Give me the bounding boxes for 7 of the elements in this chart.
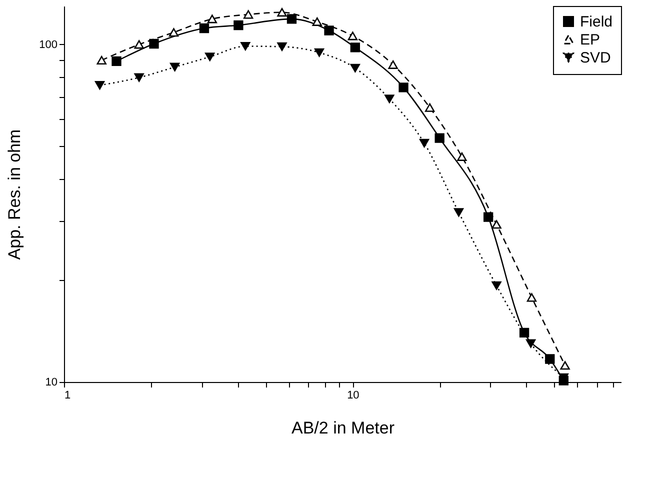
y-axis-title: App. Res. in ohm bbox=[5, 129, 24, 260]
x-axis-title: AB/2 in Meter bbox=[292, 418, 395, 438]
y-tick-label: 100 bbox=[39, 38, 58, 51]
legend-label: EP bbox=[580, 32, 600, 48]
legend-label: SVD bbox=[580, 50, 612, 66]
legend-label: Field bbox=[580, 14, 613, 30]
x-tick-label: 1 bbox=[64, 390, 71, 402]
